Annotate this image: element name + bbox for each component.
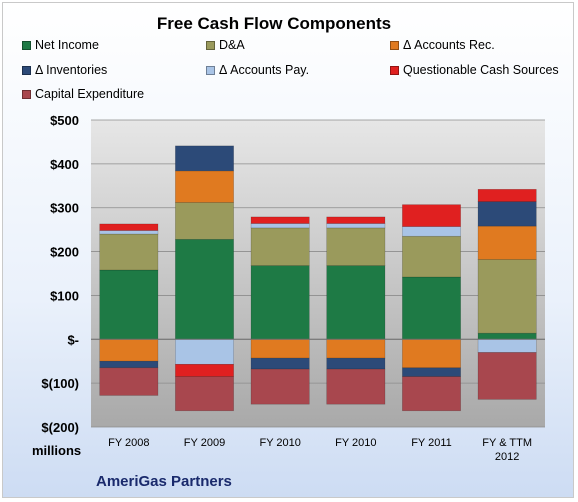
legend-item: Net Income (22, 38, 99, 52)
bar-segment (326, 227, 386, 266)
bar-segment (402, 226, 461, 237)
legend-item: Δ Accounts Rec. (390, 38, 495, 52)
bar-segment (175, 202, 234, 240)
bar-segment (477, 259, 537, 334)
company-label: AmeriGas Partners (96, 473, 232, 490)
bar-segment (326, 368, 386, 405)
bar-segment (250, 223, 310, 229)
bar-segment (326, 338, 386, 359)
bar-segment (477, 188, 537, 202)
y-tick-label: $500 (50, 113, 79, 128)
legend-swatch (390, 40, 399, 50)
bar-segment (99, 269, 159, 340)
y-tick-label: $(200) (41, 420, 79, 435)
legend-swatch (390, 65, 399, 75)
bar-segment (99, 367, 159, 396)
bar-segment (175, 338, 234, 365)
legend-swatch (22, 40, 31, 50)
legend-label: Δ Accounts Rec. (403, 38, 495, 52)
y-tick-label: $400 (50, 157, 79, 172)
bar-segment (402, 338, 461, 369)
legend-item: Capital Expenditure (22, 87, 144, 101)
x-tick-label: FY 2009 (184, 437, 225, 449)
x-tick-label: FY 2008 (108, 437, 149, 449)
bar-segment (402, 204, 461, 227)
bar-segment (99, 223, 159, 231)
legend-label: Capital Expenditure (35, 87, 145, 101)
bar-segment (99, 233, 159, 271)
bar-segment (402, 376, 461, 412)
bar-segment (250, 338, 310, 359)
bar-segment (477, 332, 537, 340)
bar-segment (326, 223, 386, 229)
bar-segment (175, 238, 234, 340)
bar-segment (477, 225, 537, 260)
legend-label: Questionable Cash Sources (403, 63, 559, 77)
legend-label: D&A (219, 38, 245, 52)
legend-label: Δ Accounts Pay. (219, 63, 310, 77)
bar-segment (175, 170, 234, 203)
bar-segment (99, 360, 159, 369)
units-label: millions (32, 443, 82, 458)
bar-segment (477, 201, 537, 227)
x-tick-label: FY 2010 (259, 437, 300, 449)
y-tick-label: $200 (50, 245, 79, 260)
bar-segment (250, 357, 310, 370)
legend-swatch (206, 40, 215, 50)
bar-segment (175, 376, 234, 412)
bar-segment (250, 216, 310, 224)
legend-item: Δ Inventories (22, 63, 107, 77)
legend-swatch (22, 65, 31, 75)
legend-swatch (22, 89, 31, 99)
chart-title: Free Cash Flow Components (156, 14, 392, 33)
bar-segment (99, 230, 159, 235)
legend-label: Δ Inventories (35, 63, 108, 77)
bar-segment (326, 216, 386, 224)
legend-item: Questionable Cash Sources (390, 63, 559, 77)
bar-segment (99, 338, 159, 362)
y-tick-label: $(100) (41, 376, 79, 391)
bar-segment (402, 367, 461, 377)
bar-segment (326, 265, 386, 340)
x-tick-label: FY 2010 (335, 437, 376, 449)
x-tick-label: FY & TTM 2012 (482, 437, 532, 463)
bar-segment (402, 235, 461, 278)
legend-label: Net Income (35, 38, 99, 52)
bar-segment (175, 363, 234, 377)
bar-segment (477, 338, 537, 353)
bar-segment (250, 265, 310, 340)
y-tick-label: $- (67, 332, 79, 347)
bar-segment (326, 357, 386, 370)
bar-segment (250, 368, 310, 405)
bar-segment (477, 352, 537, 400)
legend-item: D&A (206, 38, 245, 52)
plot-area (91, 120, 545, 427)
legend-swatch (206, 65, 215, 75)
x-tick-label: FY 2011 (411, 437, 452, 449)
bar-segment (250, 227, 310, 266)
y-tick-label: $100 (50, 288, 79, 303)
legend-item: Δ Accounts Pay. (206, 63, 309, 77)
y-tick-label: $300 (50, 201, 79, 216)
bar-segment (175, 145, 234, 172)
bar-segment (402, 276, 461, 340)
